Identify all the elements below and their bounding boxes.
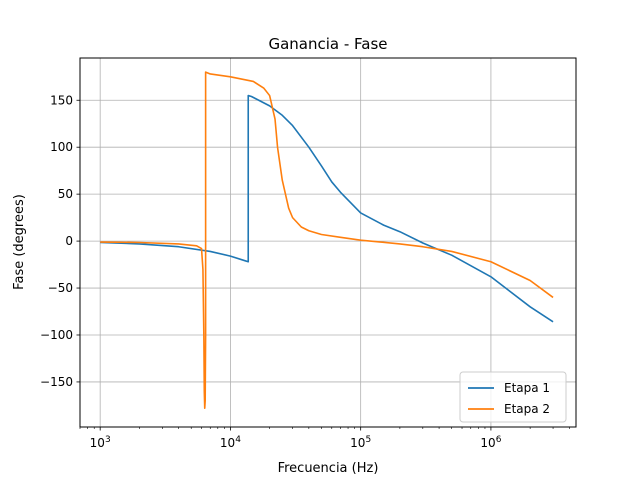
x-axis-title: Frecuencia (Hz) [278, 461, 379, 476]
y-tick-label: −100 [40, 328, 73, 342]
axis-ticks: 103 104 105 106 150 100 50 0 −50 −100 −150 [40, 93, 570, 450]
x-tick-label: 103 [90, 435, 111, 450]
y-tick-label: 100 [50, 140, 73, 154]
x-tick-label: 104 [220, 435, 241, 450]
x-tick-label: 105 [350, 435, 371, 450]
plot-frame [79, 57, 577, 428]
y-tick-label: 50 [58, 187, 73, 201]
x-tick-label: 106 [480, 435, 501, 450]
y-axis-title: Fase (degrees) [12, 194, 27, 290]
legend-label: Etapa 2 [504, 402, 550, 416]
legend-label: Etapa 1 [504, 381, 550, 395]
series-line-etapa-2 [100, 71, 554, 410]
y-tick-label: −50 [48, 281, 73, 295]
chart-title: Ganancia - Fase [268, 35, 387, 53]
y-tick-label: 150 [50, 93, 73, 107]
legend: Etapa 1 Etapa 2 [459, 371, 567, 423]
series-lines [100, 71, 554, 410]
series-line-etapa-1 [100, 94, 554, 323]
y-tick-label: 0 [65, 234, 73, 248]
y-tick-label: −150 [40, 375, 73, 389]
grid-lines [80, 58, 576, 427]
